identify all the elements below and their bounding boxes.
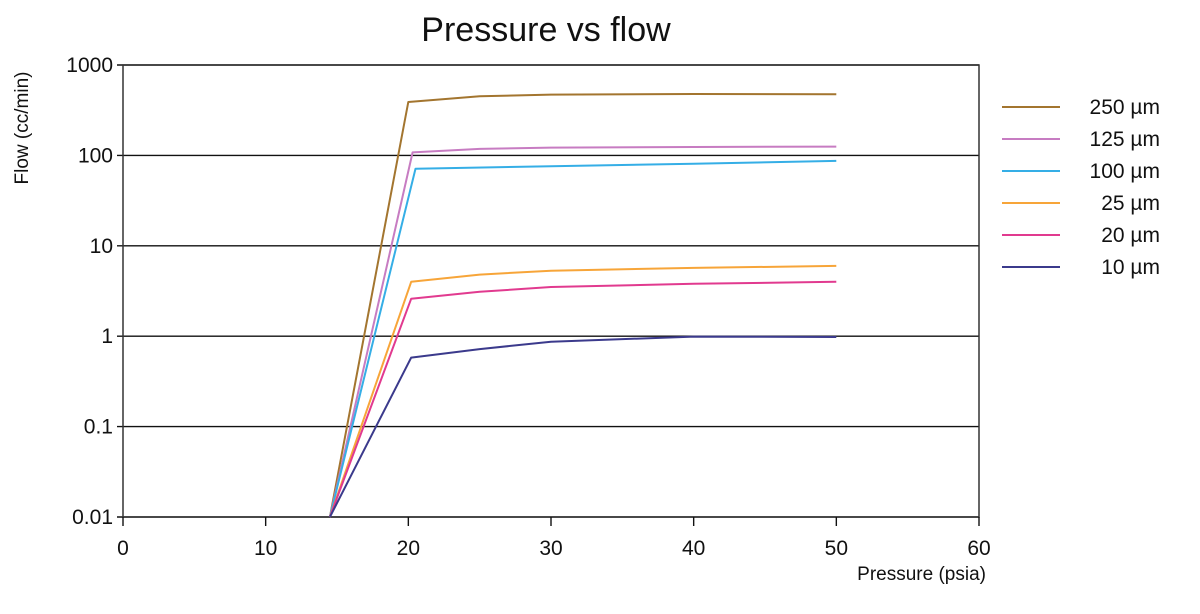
series-line-0 [328, 93, 837, 518]
x-tick-label: 0 [117, 537, 129, 560]
y-tick-label: 100 [78, 144, 113, 167]
gridlines [117, 64, 979, 518]
y-axis-label: Flow (cc/min) [12, 72, 33, 185]
x-tick-label: 30 [539, 537, 562, 560]
series-line-2 [328, 159, 837, 518]
y-tick-label: 10 [90, 235, 113, 258]
x-tick-label: 20 [397, 537, 420, 560]
legend-label: 20 µm [1101, 224, 1160, 247]
y-tick-label: 0.1 [84, 416, 113, 439]
axis-ticks [122, 517, 980, 526]
chart-title: Pressure vs flow [421, 11, 671, 49]
series-line-5 [329, 335, 837, 518]
legend: 250 µm 125 µm 100 µm 25 µm 20 µm 10 µm [1002, 96, 1160, 279]
series-lines [328, 93, 837, 518]
tick-labels: 0.01 0.1 1 10 100 1000 0 10 20 30 40 50 60 [66, 54, 990, 560]
y-tick-label: 1 [101, 325, 113, 348]
plot-frame [122, 64, 980, 518]
series-line-4 [328, 280, 837, 518]
series-line-1 [328, 145, 837, 518]
legend-label: 125 µm [1090, 128, 1160, 151]
x-tick-label: 50 [825, 537, 848, 560]
y-tick-label: 0.01 [72, 506, 113, 529]
x-tick-label: 40 [682, 537, 705, 560]
legend-label: 100 µm [1090, 160, 1160, 183]
legend-label: 10 µm [1101, 256, 1160, 279]
y-tick-label: 1000 [66, 54, 113, 77]
x-tick-label: 60 [967, 537, 990, 560]
x-axis-label: Pressure (psia) [857, 564, 986, 585]
series-line-3 [328, 264, 837, 518]
legend-label: 250 µm [1090, 96, 1160, 119]
x-tick-label: 10 [254, 537, 277, 560]
legend-label: 25 µm [1101, 192, 1160, 215]
